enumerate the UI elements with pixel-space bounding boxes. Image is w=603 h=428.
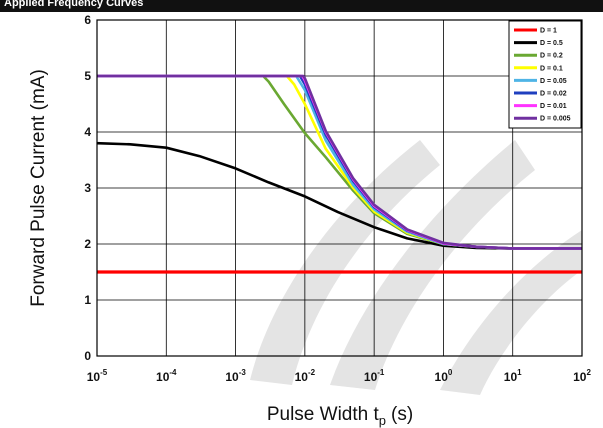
cropped-header-bar: Applied Frequency Curves <box>0 0 603 12</box>
y-tick-label: 2 <box>84 237 91 251</box>
series-lines <box>97 74 582 274</box>
y-tick-label: 4 <box>84 125 91 139</box>
x-axis-tick-labels: 10-5 10-4 10-3 10-2 10-1 100 101 102 <box>87 368 592 384</box>
legend-label: D = 0.2 <box>540 53 563 60</box>
x-tick-label: 10-5 <box>87 368 108 384</box>
y-tick-label: 6 <box>84 13 91 27</box>
x-axis-title: Pulse Width tp (s) <box>267 404 413 428</box>
watermark-shape <box>250 140 440 385</box>
x-tick-label: 101 <box>504 368 522 384</box>
plot-area-frame <box>96 19 583 357</box>
series-line-d-0-005 <box>97 74 582 250</box>
x-axis-title-subscript: p <box>379 413 386 428</box>
legend-label: D = 0.1 <box>540 65 563 72</box>
legend-label: D = 0.02 <box>540 91 567 98</box>
cropped-header-text: Applied Frequency Curves <box>4 0 144 9</box>
x-tick-label: 10-3 <box>225 368 246 384</box>
x-tick-label: 10-1 <box>364 368 385 384</box>
y-axis-tick-labels: 0 1 2 3 4 5 6 <box>84 13 91 363</box>
y-tick-label: 0 <box>84 349 91 363</box>
legend-label: D = 0.5 <box>540 40 563 47</box>
x-tick-label: 10-4 <box>156 368 177 384</box>
y-axis-title: Forward Pulse Current (mA) <box>28 69 49 307</box>
x-axis-title-main: Pulse Width t <box>267 404 380 425</box>
x-tick-label: 100 <box>435 368 453 384</box>
legend-label: D = 0.05 <box>540 78 567 85</box>
legend-label: D = 0.005 <box>540 116 571 123</box>
watermark <box>250 140 582 395</box>
legend-label: D = 1 <box>540 28 557 35</box>
y-tick-label: 3 <box>84 181 91 195</box>
x-tick-label: 102 <box>573 368 591 384</box>
watermark-shape <box>330 140 535 390</box>
legend-label: D = 0.01 <box>540 103 567 110</box>
legend-box <box>508 20 582 129</box>
y-tick-label: 5 <box>84 69 91 83</box>
legend: D = 1 D = 0.5 D = 0.2 D = 0.1 D = 0.05 D = 0.… <box>508 20 582 129</box>
x-axis-title-unit: (s) <box>391 404 413 425</box>
y-tick-label: 1 <box>84 293 91 307</box>
x-tick-label: 10-2 <box>295 368 316 384</box>
